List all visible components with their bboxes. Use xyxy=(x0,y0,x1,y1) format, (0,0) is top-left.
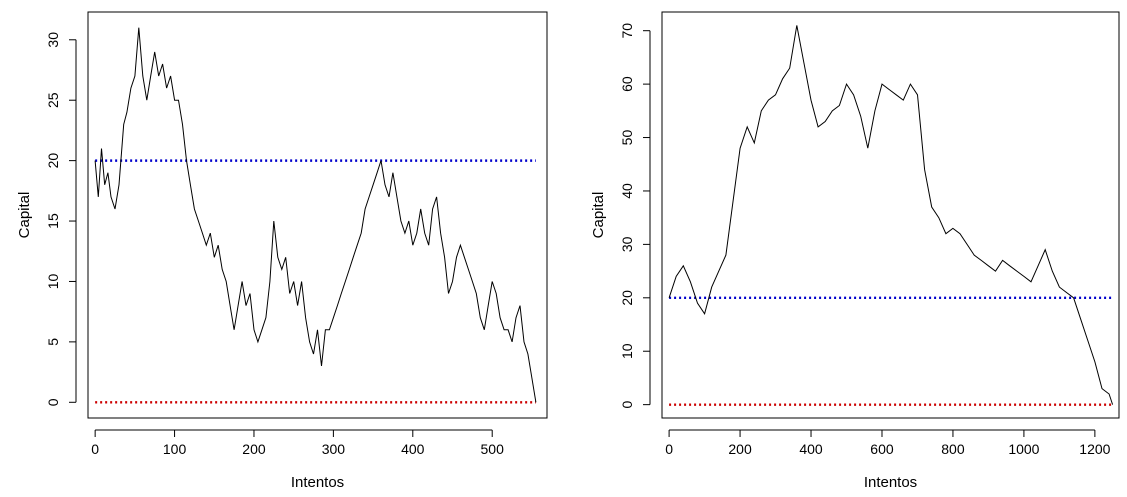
chart-panel-1: 0 100 200 300 400 500 0 5 10 15 20 25 30 Intentos Capi… xyxy=(16,11,548,491)
chart-panel-2: 0 200 400 600 800 1000 1200 0 10 20 30 40 50 60 70 Inte… xyxy=(590,11,1120,491)
y-tick-label: 70 xyxy=(619,23,635,39)
x-tick-label: 400 xyxy=(401,441,425,457)
x-tick-label: 300 xyxy=(322,441,346,457)
x-tick-label: 500 xyxy=(481,441,505,457)
series-line-1 xyxy=(94,27,537,403)
x-tick-label: 200 xyxy=(242,441,266,457)
plot-frame xyxy=(87,11,548,419)
y-tick-label: 15 xyxy=(45,213,61,229)
x-axis-title: Intentos xyxy=(864,474,917,491)
x-tick-label: 1000 xyxy=(1008,441,1039,457)
x-tick-label: 0 xyxy=(91,441,99,457)
y-tick-label: 0 xyxy=(619,401,635,409)
series-line-1 xyxy=(668,25,1114,405)
y-tick-label: 40 xyxy=(619,183,635,199)
plot-frame xyxy=(661,11,1120,419)
y-axis-title: Capital xyxy=(590,192,607,239)
x-tick-label: 0 xyxy=(665,441,673,457)
x-tick-label: 400 xyxy=(799,441,823,457)
y-tick-label: 5 xyxy=(45,338,61,346)
x-tick-label: 600 xyxy=(870,441,894,457)
x-tick-label: 100 xyxy=(163,441,187,457)
y-tick-label: 60 xyxy=(619,76,635,92)
y-tick-label: 10 xyxy=(45,273,61,289)
y-tick-label: 30 xyxy=(45,32,61,48)
y-tick-label: 20 xyxy=(45,153,61,169)
y-tick-label: 10 xyxy=(619,343,635,359)
y-axis-title: Capital xyxy=(16,192,33,239)
y-tick-label: 50 xyxy=(619,130,635,146)
y-tick-label: 30 xyxy=(619,236,635,252)
x-axis-title: Intentos xyxy=(291,474,344,491)
x-tick-label: 800 xyxy=(941,441,965,457)
x-tick-label: 200 xyxy=(728,441,752,457)
y-tick-label: 25 xyxy=(45,92,61,108)
y-tick-label: 0 xyxy=(45,398,61,406)
x-tick-label: 1200 xyxy=(1079,441,1110,457)
y-tick-label: 20 xyxy=(619,290,635,306)
